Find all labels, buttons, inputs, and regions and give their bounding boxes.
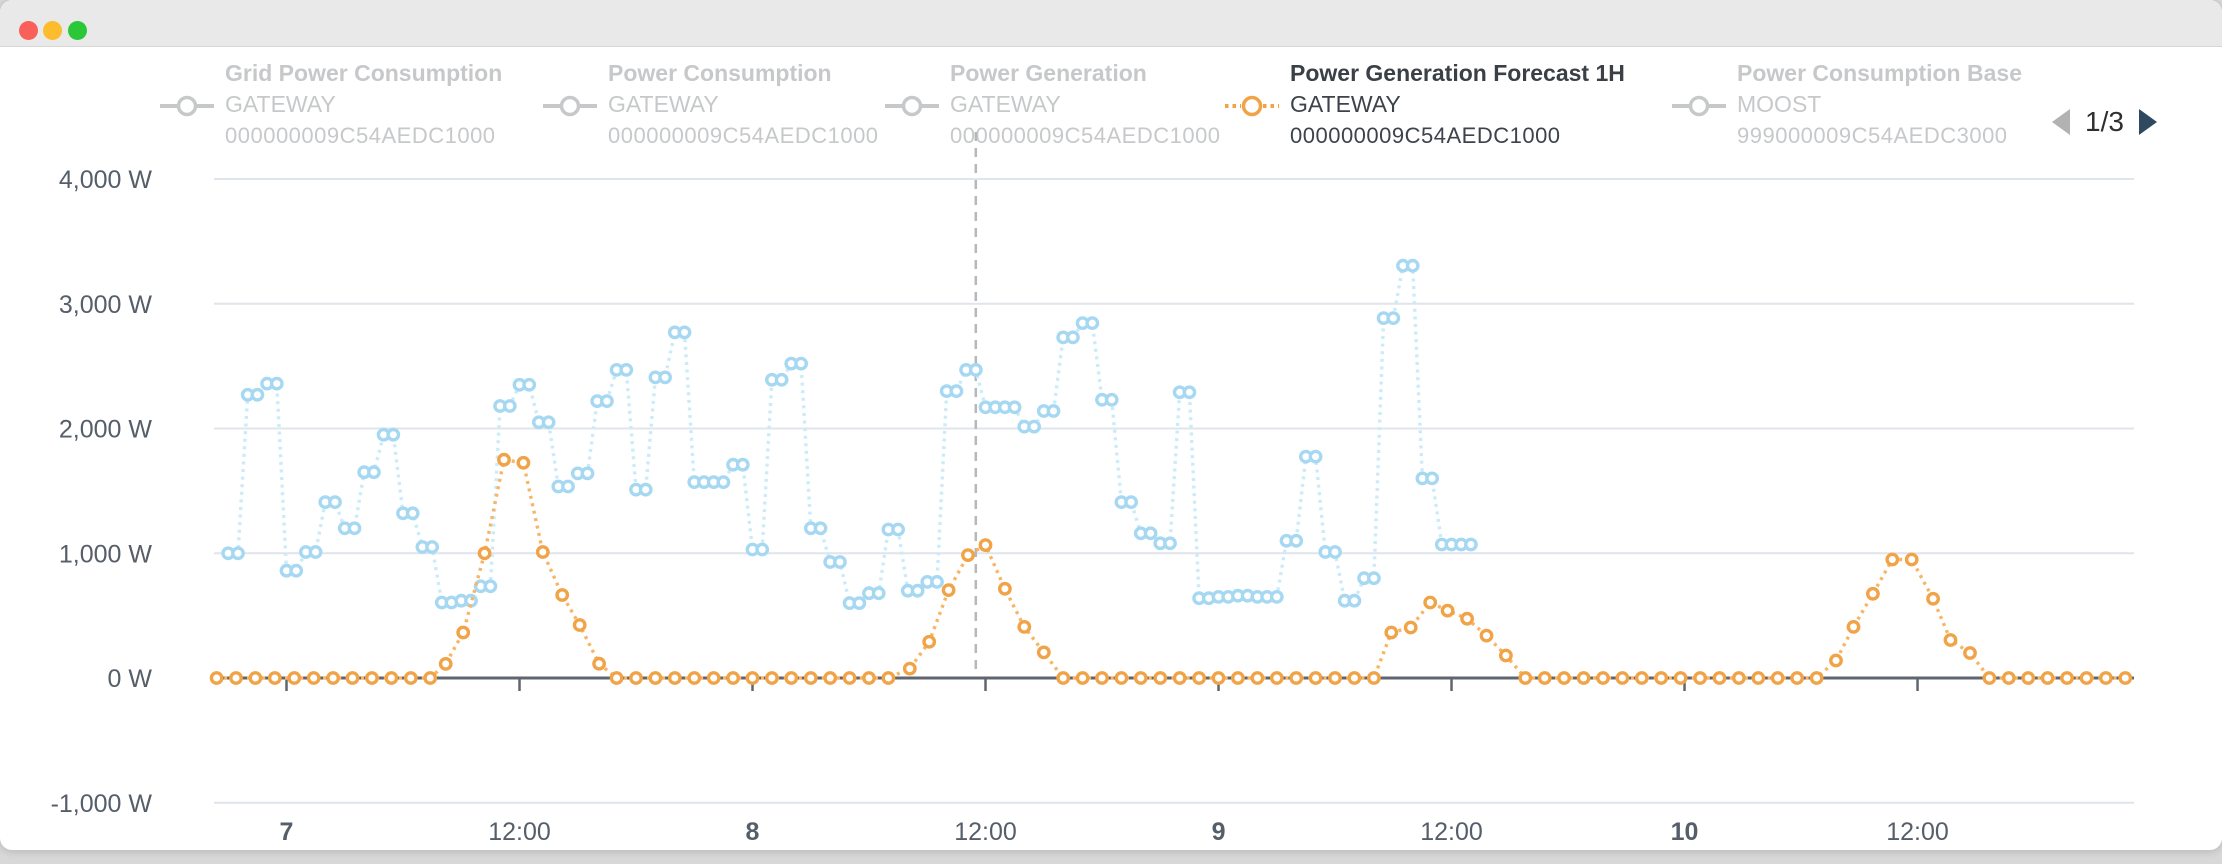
legend-device-name: GATEWAY (1290, 91, 1401, 117)
legend-series-title: Power Consumption Base (1737, 60, 2022, 86)
svg-text:10: 10 (1671, 818, 1699, 846)
legend-series-title: Grid Power Consumption (225, 60, 503, 86)
svg-text:8: 8 (746, 818, 760, 846)
legend-device-name: GATEWAY (950, 91, 1061, 117)
legend-item-power-generation[interactable]: Power Generation GATEWAY 000000009C54AEDC1… (884, 58, 1221, 151)
legend-item-power-consumption[interactable]: Power Consumption GATEWAY 000000009C54AEDC… (542, 58, 879, 151)
series-generation-forecast (209, 452, 2133, 685)
svg-text:12:00: 12:00 (488, 818, 551, 846)
svg-text:4,000 W: 4,000 W (59, 166, 153, 194)
svg-text:0 W: 0 W (108, 665, 153, 693)
legend-device-serial: 000000009C54AEDC1000 (225, 123, 496, 148)
svg-text:-1,000 W: -1,000 W (51, 790, 153, 818)
chart-legend: 1/3 Grid Power Consumption GATEWAY 0000000… (0, 46, 2222, 158)
x-axis-labels: 7 12:00 8 12:00 9 12:00 10 12:00 (280, 818, 1949, 846)
legend-item-grid-power-consumption[interactable]: Grid Power Consumption GATEWAY 000000009C5… (159, 58, 502, 151)
svg-text:9: 9 (1212, 818, 1226, 846)
series-light-blue-measured (221, 258, 1478, 610)
legend-series-title: Power Consumption (608, 60, 832, 86)
page-indicator: 1/3 (2085, 106, 2124, 137)
gridlines (214, 178, 2134, 804)
series-marker-icon (885, 95, 939, 117)
series-marker-icon (1672, 95, 1726, 117)
svg-text:12:00: 12:00 (1886, 818, 1949, 846)
svg-text:2,000 W: 2,000 W (59, 416, 153, 444)
legend-device-serial: 000000009C54AEDC1000 (1290, 123, 1561, 148)
svg-text:1,000 W: 1,000 W (59, 540, 153, 568)
legend-item-power-consumption-base[interactable]: Power Consumption Base MOOST 999000009C54A… (1671, 58, 2022, 151)
series-marker-icon (160, 95, 214, 117)
legend-device-name: GATEWAY (608, 91, 719, 117)
series-marker-icon (543, 95, 597, 117)
legend-series-title: Power Generation Forecast 1H (1290, 60, 1625, 86)
svg-text:3,000 W: 3,000 W (59, 291, 153, 319)
legend-device-serial: 999000009C54AEDC3000 (1737, 123, 2008, 148)
zoom-window-button[interactable] (68, 21, 87, 40)
legend-device-serial: 000000009C54AEDC1000 (608, 123, 879, 148)
svg-text:12:00: 12:00 (1420, 818, 1483, 846)
svg-text:12:00: 12:00 (954, 818, 1017, 846)
next-page-icon[interactable] (2138, 109, 2157, 135)
close-window-button[interactable] (19, 21, 38, 40)
svg-text:7: 7 (280, 818, 294, 846)
minimize-window-button[interactable] (43, 21, 62, 40)
window-titlebar[interactable] (0, 0, 2222, 47)
legend-device-name: MOOST (1737, 91, 1822, 117)
legend-item-power-generation-forecast-1h[interactable]: Power Generation Forecast 1H GATEWAY 00000… (1224, 58, 1625, 151)
series-marker-icon (1225, 95, 1279, 117)
legend-series-title: Power Generation (950, 60, 1147, 86)
legend-pagination: 1/3 (2052, 100, 2157, 144)
legend-device-name: GATEWAY (225, 91, 336, 117)
prev-page-icon[interactable] (2052, 109, 2070, 135)
legend-device-serial: 000000009C54AEDC1000 (950, 123, 1221, 148)
y-axis-labels: 4,000 W 3,000 W 2,000 W 1,000 W 0 W -1,000 W (51, 166, 153, 818)
